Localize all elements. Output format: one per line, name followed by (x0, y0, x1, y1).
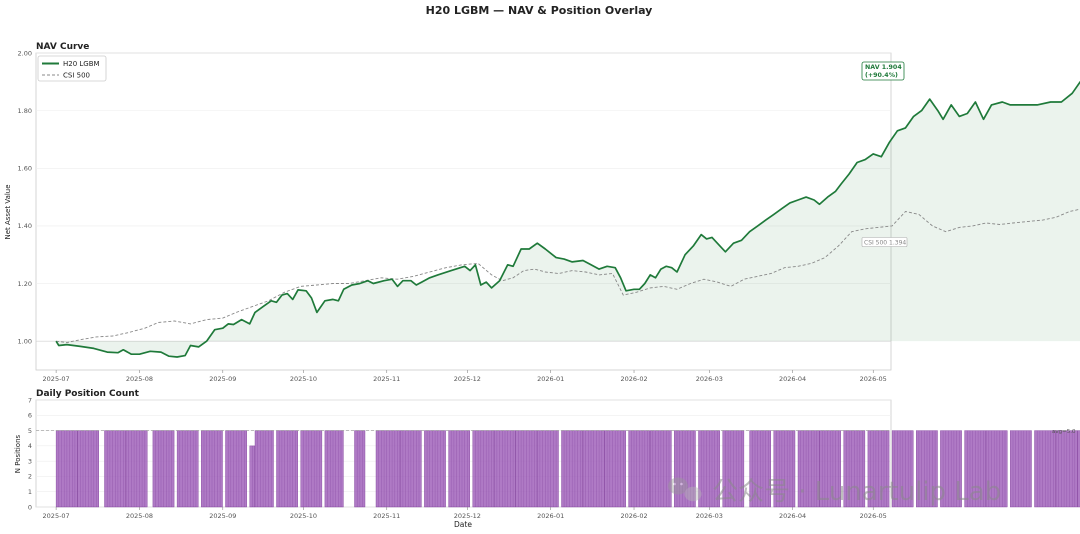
nav-x-ticks: 2025-07 2025-08 2025-09 2025-10 2025-11 2025-… (43, 370, 887, 383)
watermark: 公众号 · Lunartulip Lab (668, 477, 1001, 507)
nav-x-tick-label: 2025-08 (126, 375, 153, 383)
csi500-end-annotation: CSI 500 1.394 (861, 237, 908, 247)
wechat-logo-icon (668, 477, 702, 502)
position-y-tick-label: 7 (28, 396, 32, 404)
position-x-tick-label: 2025-08 (126, 512, 153, 520)
position-x-tick-label: 2026-04 (779, 512, 806, 520)
series-line-csi500 (56, 208, 1080, 344)
position-x-tick-label: 2025-09 (209, 512, 236, 520)
position-x-tick-label: 2025-12 (454, 512, 481, 520)
series-line-h20-lgbm (55, 80, 1080, 358)
position-bar (1010, 430, 1032, 508)
position-avg-label: avg=5.0 (1052, 429, 1076, 435)
nav-panel-title: NAV Curve (36, 42, 89, 52)
legend-label-csi500: CSI 500 (63, 72, 90, 80)
position-bar (254, 430, 274, 508)
nav-end-annotation: NAV 1.904 (+90.4%) (861, 61, 905, 81)
nav-y-tick-label: 1.80 (18, 107, 32, 115)
nav-annotation-line2: (+90.4%) (865, 72, 898, 79)
legend-label-h20: H20 LGBM (63, 60, 100, 68)
nav-y-tick-label: 1.20 (18, 280, 32, 288)
nav-x-tick-label: 2025-09 (209, 375, 236, 383)
position-bar (1077, 430, 1080, 508)
nav-y-tick-label: 2.00 (18, 49, 32, 57)
position-y-tick-label: 1 (28, 488, 32, 496)
nav-x-tick-label: 2026-02 (620, 375, 647, 383)
position-x-tick-label: 2025-10 (290, 512, 317, 520)
watermark-text: 公众号 · Lunartulip Lab (712, 477, 1001, 507)
nav-x-tick-label: 2026-01 (537, 375, 564, 383)
nav-y-tick-label: 1.00 (18, 337, 32, 345)
position-bar (276, 430, 298, 508)
position-bar (77, 430, 99, 508)
nav-legend: H20 LGBM CSI 500 (37, 55, 107, 82)
nav-x-tick-label: 2025-12 (454, 375, 481, 383)
position-x-tick-label: 2025-11 (373, 512, 400, 520)
position-y-ticks: 0 1 2 3 4 5 6 7 (28, 396, 32, 511)
position-x-tick-label: 2025-07 (43, 512, 70, 520)
position-bars (55, 430, 1080, 508)
nav-y-tick-label: 1.60 (18, 165, 32, 173)
position-panel-title: Daily Position Count (36, 389, 140, 399)
position-y-axis-label: N Positions (14, 434, 22, 473)
position-bar (628, 430, 650, 508)
nav-y-axis-label: Net Asset Value (4, 184, 12, 239)
position-y-tick-label: 3 (28, 457, 32, 465)
position-y-tick-label: 4 (28, 442, 32, 450)
nav-fill-area (56, 82, 1080, 357)
nav-x-tick-label: 2026-05 (860, 375, 887, 383)
position-x-tick-label: 2026-05 (860, 512, 887, 520)
position-bar (104, 430, 126, 508)
position-x-ticks: 2025-07 2025-08 2025-09 2025-10 2025-11 2025-… (43, 507, 887, 520)
position-y-tick-label: 0 (28, 503, 32, 511)
position-bar (1055, 430, 1078, 508)
position-bar (375, 430, 401, 508)
figure-title: H20 LGBM — NAV & Position Overlay (426, 4, 653, 17)
nav-x-tick-label: 2025-10 (290, 375, 317, 383)
position-bar (125, 430, 148, 508)
position-y-tick-label: 6 (28, 412, 32, 420)
nav-x-tick-label: 2025-11 (373, 375, 400, 383)
position-y-tick-label: 2 (28, 473, 32, 481)
nav-y-tick-label: 1.40 (18, 222, 32, 230)
position-x-axis-label: Date (454, 520, 472, 529)
nav-x-tick-label: 2025-07 (43, 375, 70, 383)
position-x-tick-label: 2026-03 (696, 512, 723, 520)
nav-plot-area (35, 52, 892, 371)
position-bar (324, 430, 344, 508)
nav-gridlines (36, 52, 891, 342)
nav-area-fill (56, 82, 1080, 357)
position-y-tick-label: 5 (28, 427, 32, 435)
nav-x-tick-label: 2026-04 (779, 375, 806, 383)
nav-y-ticks: 1.00 1.20 1.40 1.60 1.80 2.00 (18, 49, 32, 345)
nav-lines (55, 80, 1080, 358)
position-bar (55, 430, 78, 508)
csi500-annotation-label: CSI 500 1.394 (864, 240, 906, 247)
position-bar (1034, 430, 1056, 508)
position-bar (300, 430, 323, 508)
position-x-tick-label: 2026-01 (537, 512, 564, 520)
position-x-tick-label: 2026-02 (620, 512, 647, 520)
nav-annotation-line1: NAV 1.904 (865, 64, 902, 71)
nav-x-tick-label: 2026-03 (696, 375, 723, 383)
